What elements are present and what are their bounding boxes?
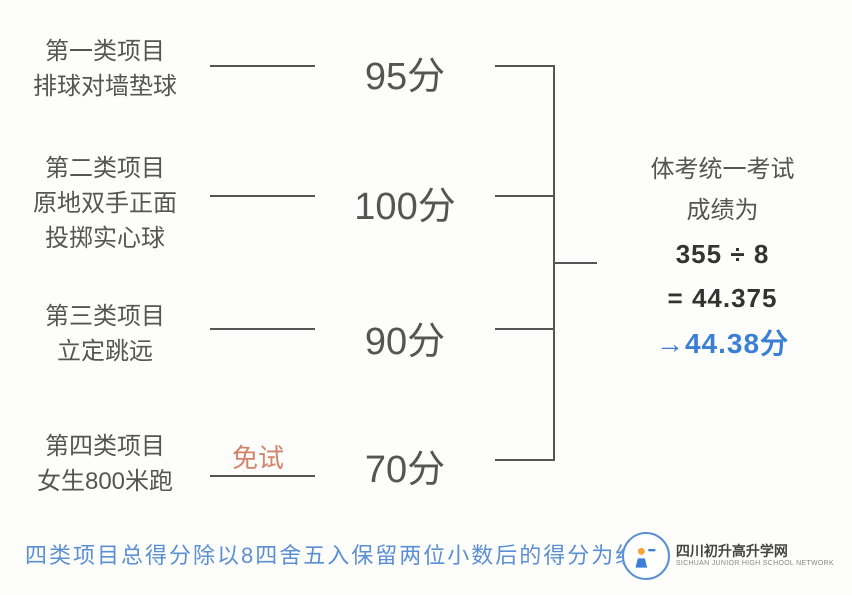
- cat4-line1: 第四类项目: [45, 433, 165, 460]
- score-4: 70分: [345, 438, 465, 493]
- logo-text-en: SICHUAN JUNIOR HIGH SCHOOL NETWORK: [676, 560, 834, 568]
- category-3: 第三类项目 立定跳远: [20, 300, 190, 370]
- connector-1: [210, 65, 315, 67]
- logo-text-cn: 四川初升高升学网: [676, 544, 834, 559]
- category-4: 第四类项目 女生800米跑: [20, 430, 190, 500]
- cat4-line2: 女生800米跑: [37, 468, 173, 495]
- result-box: 体考统一考试 成绩为 355 ÷ 8 = 44.375 →44.38分: [615, 150, 830, 368]
- cat2-line2: 原地双手正面: [33, 190, 177, 217]
- bracket-tick-1: [495, 65, 555, 67]
- score-3: 90分: [345, 310, 465, 365]
- score-1: 95分: [345, 45, 465, 100]
- cat1-line1: 第一类项目: [45, 38, 165, 65]
- result-line2: 成绩为: [615, 191, 830, 232]
- cat1-line2: 排球对墙垫球: [33, 73, 177, 100]
- result-final: →44.38分: [615, 320, 830, 368]
- category-1: 第一类项目 排球对墙垫球: [20, 35, 190, 105]
- connector-3: [210, 328, 315, 330]
- bracket-tick-3: [495, 328, 555, 330]
- bracket-vertical: [495, 65, 555, 460]
- logo: 四川初升高升学网 SICHUAN JUNIOR HIGH SCHOOL NETW…: [622, 532, 834, 580]
- connector-2: [210, 195, 315, 197]
- bracket-out: [555, 262, 597, 264]
- cat3-line2: 立定跳远: [57, 338, 153, 365]
- bracket-tick-2: [495, 195, 555, 197]
- exempt-label: 免试: [232, 438, 284, 475]
- logo-text: 四川初升高升学网 SICHUAN JUNIOR HIGH SCHOOL NETW…: [676, 544, 834, 567]
- cat2-line3: 投掷实心球: [45, 225, 165, 252]
- logo-icon: [622, 532, 670, 580]
- score-2: 100分: [335, 175, 475, 230]
- footer-note: 四类项目总得分除以8四舍五入保留两位小数后的得分为统一: [25, 538, 663, 570]
- result-calc1: 355 ÷ 8: [615, 232, 830, 276]
- result-line1: 体考统一考试: [615, 150, 830, 191]
- bracket-tick-4: [495, 459, 555, 461]
- result-calc2: = 44.375: [615, 276, 830, 320]
- connector-4: [210, 475, 315, 477]
- category-2: 第二类项目 原地双手正面 投掷实心球: [20, 152, 190, 256]
- cat2-line1: 第二类项目: [45, 155, 165, 182]
- cat3-line1: 第三类项目: [45, 303, 165, 330]
